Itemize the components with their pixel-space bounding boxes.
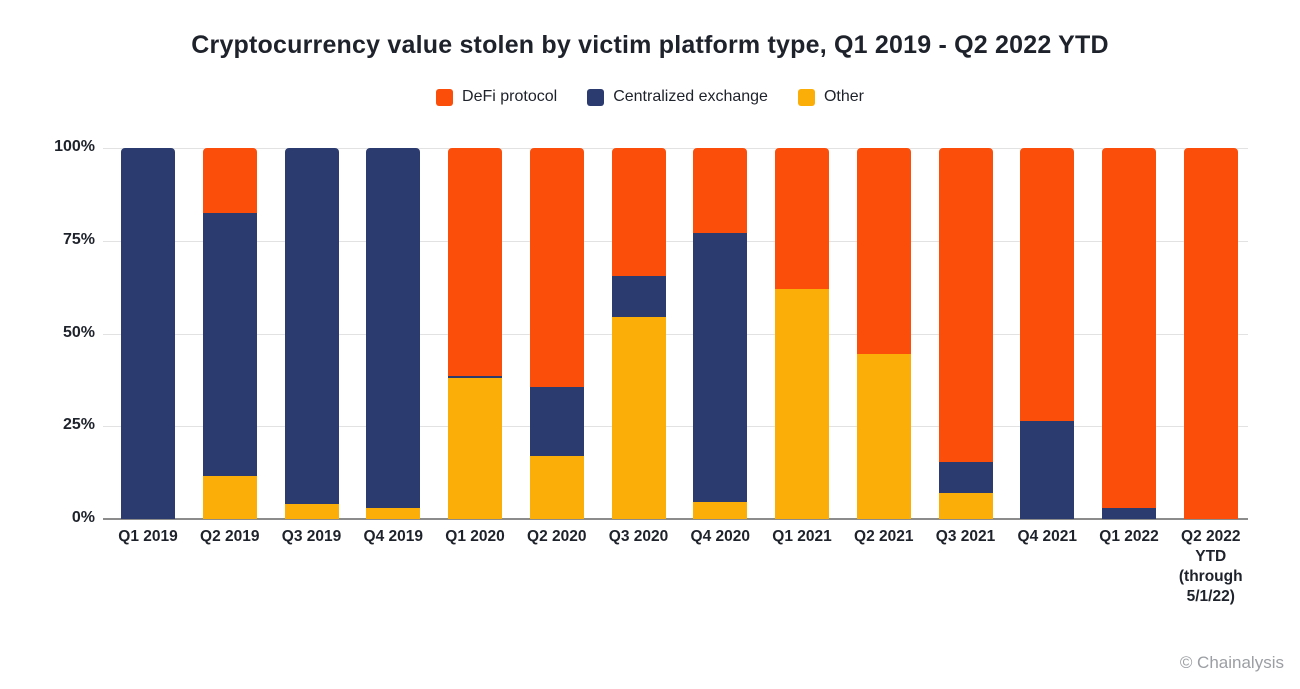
bar-segment-defi-protocol bbox=[1183, 148, 1238, 519]
x-tick-label: Q1 2019 bbox=[118, 528, 178, 545]
bar-q4-2020 bbox=[693, 148, 748, 519]
legend-item-other: Other bbox=[797, 88, 864, 106]
x-tick-label: Q2 2021 bbox=[854, 528, 914, 545]
y-tick-label: 0% bbox=[71, 509, 95, 526]
chart-title: Cryptocurrency value stolen by victim pl… bbox=[191, 31, 1109, 59]
bar-segment-centralized-exchange bbox=[529, 387, 584, 456]
bar-segment-defi-protocol bbox=[1020, 148, 1075, 421]
legend-label: DeFi protocol bbox=[462, 88, 558, 105]
y-tick-label: 75% bbox=[62, 230, 95, 248]
legend-item-defi: DeFi protocol bbox=[436, 88, 557, 106]
bar-segment-defi-protocol bbox=[529, 148, 584, 388]
bar-segment-other bbox=[856, 353, 911, 519]
bar-segment-other bbox=[202, 476, 257, 519]
gridline-75 bbox=[103, 240, 1248, 242]
x-tick-label: Q1 2020 bbox=[445, 528, 505, 545]
defi-swatch-icon bbox=[436, 88, 454, 106]
x-tick-label: Q2 2020 bbox=[527, 528, 587, 545]
bar-segment-defi-protocol bbox=[448, 148, 502, 377]
bar-segment-centralized-exchange bbox=[448, 376, 502, 379]
bar-segment-other bbox=[611, 316, 666, 519]
bar-q2-2022 bbox=[1183, 148, 1238, 519]
bar-segment-other bbox=[366, 507, 421, 519]
bar-q2-2020 bbox=[529, 148, 584, 519]
bar-segment-defi-protocol bbox=[202, 148, 257, 213]
bar-segment-centralized-exchange bbox=[202, 212, 257, 477]
bar-q1-2019 bbox=[121, 148, 175, 519]
bar-segment-centralized-exchange bbox=[693, 233, 748, 503]
x-tick-label: Q1 2021 bbox=[772, 528, 832, 545]
x-tick-label: Q3 2020 bbox=[608, 528, 669, 545]
bar-segment-centralized-exchange bbox=[366, 148, 421, 508]
x-tick-label: Q4 2019 bbox=[363, 528, 423, 545]
legend-item-centralized-exchange: Centralized exchange bbox=[587, 88, 768, 106]
bar-segment-other bbox=[775, 288, 829, 519]
bar-segment-defi-protocol bbox=[938, 148, 993, 462]
bar-segment-other bbox=[284, 504, 339, 519]
credit-text: © Chainalysis bbox=[1179, 653, 1284, 672]
x-tick-label: Q2 2022 YTD (through 5/1/22) bbox=[1178, 528, 1243, 605]
bar-segment-centralized-exchange bbox=[121, 148, 175, 519]
bar-q1-2022 bbox=[1102, 148, 1156, 519]
bar-q3-2021 bbox=[938, 148, 993, 519]
x-axis-line bbox=[103, 518, 1248, 520]
bar-segment-centralized-exchange bbox=[1020, 420, 1075, 519]
bar-q2-2021 bbox=[856, 148, 911, 519]
x-tick-label: Q3 2019 bbox=[281, 528, 342, 545]
legend: DeFi protocol Centralized exchange Other bbox=[0, 88, 1300, 106]
bar-segment-other bbox=[693, 502, 748, 519]
legend-label: Centralized exchange bbox=[613, 88, 768, 105]
x-tick-label: Q4 2020 bbox=[690, 528, 750, 545]
bar-segment-centralized-exchange bbox=[938, 461, 993, 494]
bar-q3-2020 bbox=[611, 148, 666, 519]
other-swatch-icon bbox=[797, 88, 815, 106]
centralized-exchange-swatch-icon bbox=[587, 88, 605, 106]
bar-segment-other bbox=[529, 455, 584, 519]
x-tick-label: Q4 2021 bbox=[1017, 528, 1077, 545]
bar-q4-2021 bbox=[1020, 148, 1075, 519]
bar-segment-defi-protocol bbox=[1102, 148, 1156, 508]
bar-segment-centralized-exchange bbox=[611, 276, 666, 317]
bar-q1-2021 bbox=[775, 148, 829, 519]
y-tick-label: 50% bbox=[62, 323, 95, 341]
x-tick-label: Q1 2022 bbox=[1099, 528, 1159, 545]
bar-segment-centralized-exchange bbox=[284, 148, 339, 505]
bar-segment-other bbox=[938, 493, 993, 519]
gridline-100 bbox=[103, 148, 1248, 149]
bar-segment-defi-protocol bbox=[775, 148, 829, 289]
gridline-25 bbox=[103, 426, 1248, 428]
x-tick-label: Q3 2021 bbox=[935, 528, 996, 545]
bar-segment-defi-protocol bbox=[856, 148, 911, 354]
bar-q4-2019 bbox=[366, 148, 421, 519]
bar-segment-other bbox=[448, 378, 502, 519]
bar-segment-centralized-exchange bbox=[1102, 507, 1156, 519]
x-tick-label: Q2 2019 bbox=[200, 528, 260, 545]
bar-q3-2019 bbox=[284, 148, 339, 519]
y-tick-label: 100% bbox=[54, 138, 95, 155]
gridline-50 bbox=[103, 333, 1248, 335]
legend-label: Other bbox=[823, 88, 864, 105]
bar-q2-2019 bbox=[202, 148, 257, 519]
y-tick-label: 25% bbox=[62, 416, 95, 434]
bar-q1-2020 bbox=[448, 148, 502, 519]
bar-segment-defi-protocol bbox=[693, 148, 748, 234]
bar-segment-defi-protocol bbox=[611, 148, 666, 277]
